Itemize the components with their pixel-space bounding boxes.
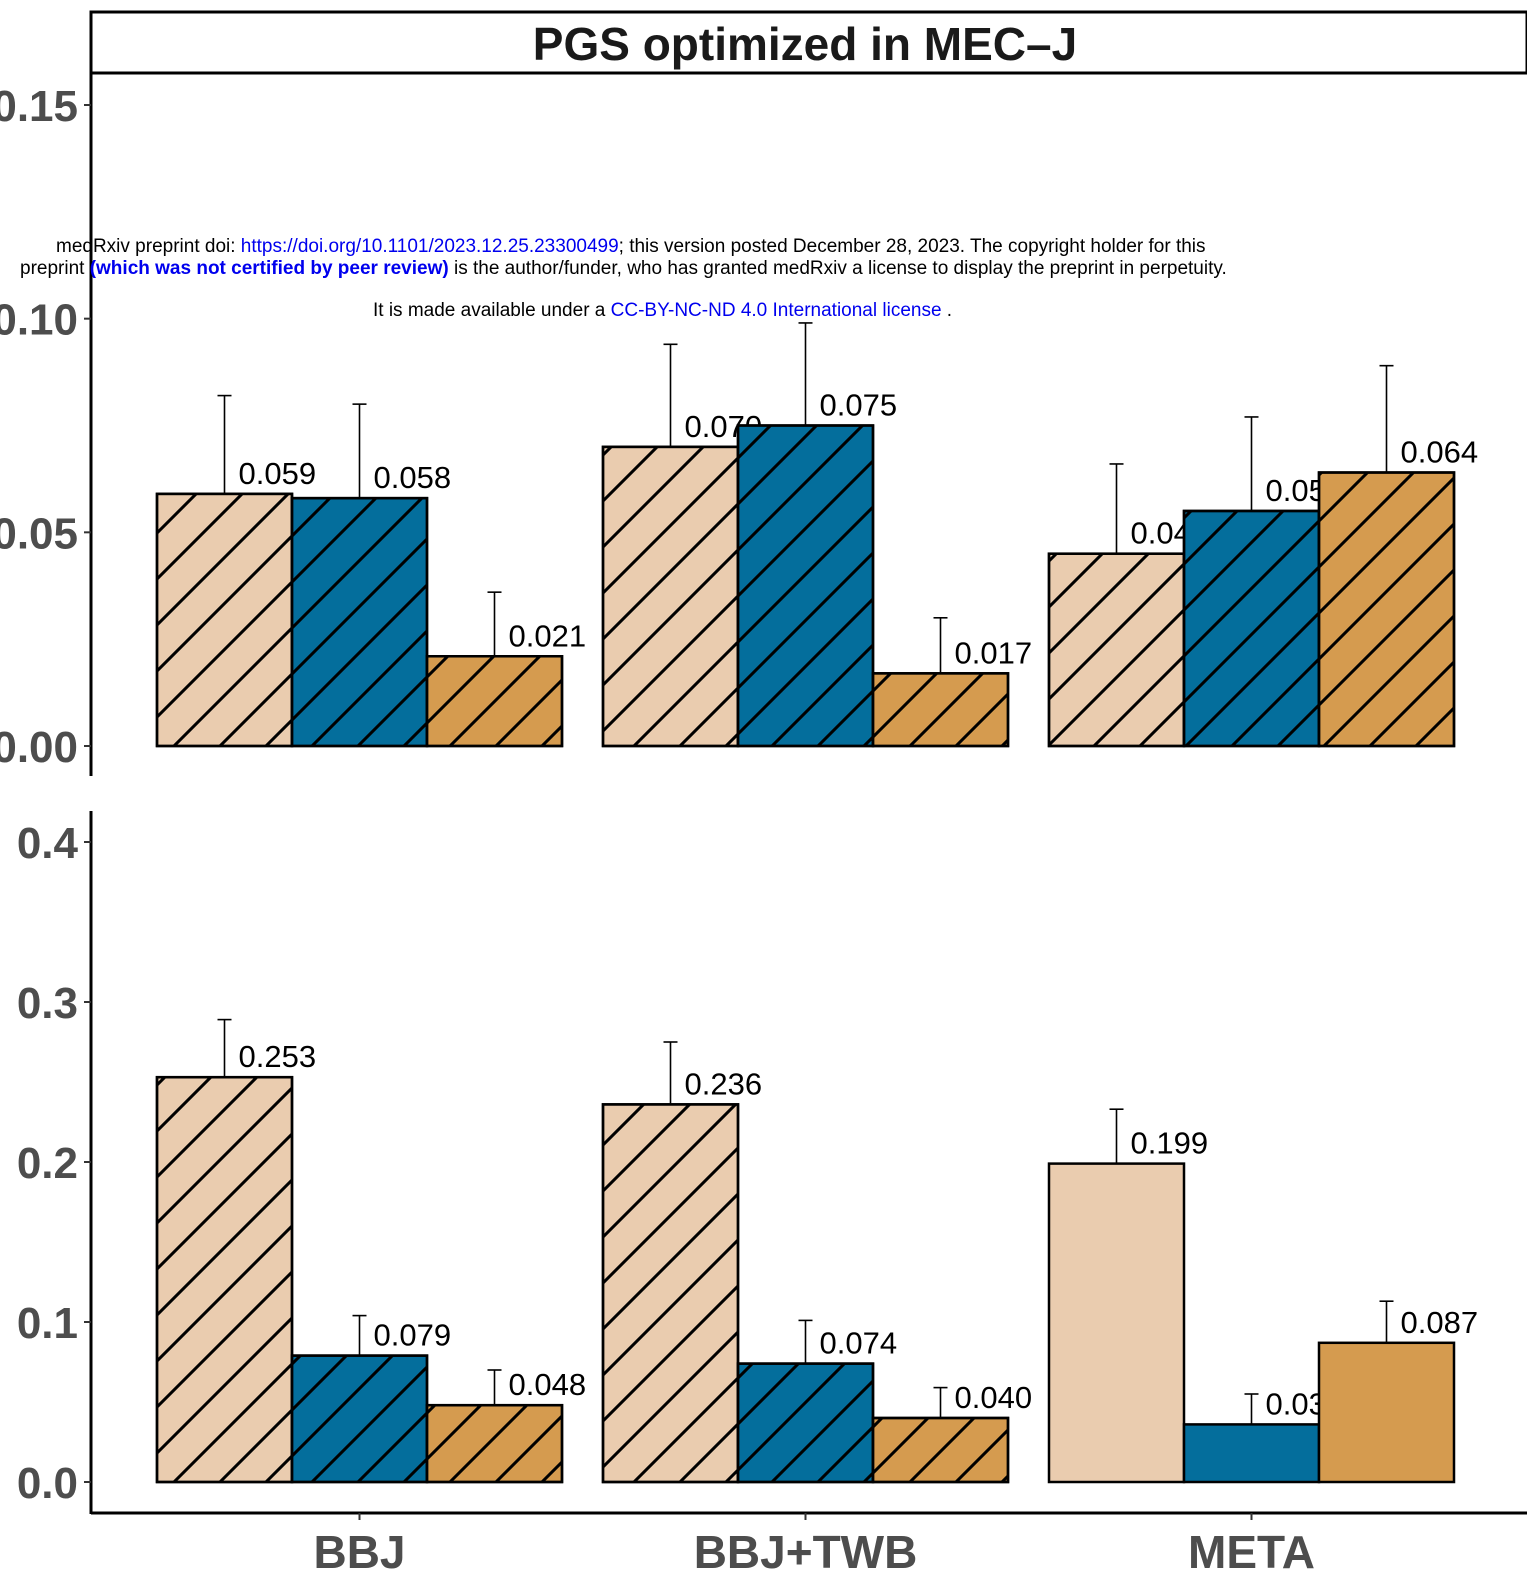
- top-bar-hatch: [1317, 471, 1456, 748]
- bottom-data-label: 0.040: [955, 1380, 1033, 1415]
- bottom-data-label: 0.048: [509, 1367, 587, 1402]
- top-y-tick-label: 0.00: [0, 723, 78, 772]
- bottom-data-label: 0.199: [1131, 1126, 1209, 1161]
- bottom-y-tick-label: 0.2: [17, 1139, 78, 1188]
- bottom-bar-hatch: [290, 1354, 429, 1484]
- watermark-line-3: It is made available under a CC-BY-NC-ND…: [373, 300, 952, 322]
- bottom-error-bar: [217, 1018, 232, 1078]
- top-data-label: 0.017: [955, 635, 1033, 670]
- top-error-bar: [933, 616, 948, 675]
- watermark-suffix-2: is the author/funder, who has granted me…: [448, 258, 1227, 279]
- bottom-error-bar: [1244, 1393, 1259, 1426]
- bottom-error-bar: [663, 1041, 678, 1106]
- top-y-tick-label: 0.15: [0, 82, 78, 131]
- bottom-data-label: 0.074: [820, 1326, 898, 1361]
- bottom-bar-hatch: [155, 1075, 294, 1484]
- bottom-panel: 0.0 0.1 0.2 0.3 0.4 0.253 0.236 0.199 0.079 0.074…: [17, 819, 1478, 1508]
- bottom-bar-hatch: [601, 1103, 740, 1484]
- bottom-error-bar: [487, 1369, 502, 1406]
- top-bar-hatch: [1047, 552, 1186, 748]
- top-error-bar: [487, 591, 502, 658]
- top-bar-hatch: [1182, 509, 1321, 748]
- top-bar-hatch: [736, 424, 875, 748]
- watermark-prefix-3: It is made available under a: [373, 300, 611, 321]
- bottom-bar-hatch: [425, 1403, 564, 1484]
- top-error-bar: [352, 403, 367, 499]
- top-y-tick-label: 0.05: [0, 509, 78, 558]
- facet-strip-title: PGS optimized in MEC–J: [533, 18, 1077, 70]
- bottom-bar-hatch: [871, 1416, 1010, 1484]
- top-bar-hatch: [425, 655, 564, 748]
- top-bar-hatch: [290, 496, 429, 748]
- top-data-label: 0.059: [239, 456, 317, 491]
- top-error-bar: [1109, 463, 1124, 555]
- bottom-error-bar: [798, 1319, 813, 1365]
- watermark-prefix-1: medRxiv preprint doi:: [56, 236, 241, 257]
- bottom-y-tick-label: 0.0: [17, 1459, 78, 1508]
- bottom-error-bar: [933, 1386, 948, 1419]
- bottom-bar-meta-s1: [1047, 1162, 1186, 1484]
- x-tick-label: META: [1188, 1526, 1315, 1578]
- top-error-bar: [1379, 364, 1394, 474]
- top-y-tick-label: 0.10: [0, 296, 78, 345]
- bottom-error-bar: [352, 1314, 367, 1357]
- x-tick-label: BBJ: [313, 1526, 405, 1578]
- top-error-bar: [1244, 416, 1259, 512]
- top-bar-hatch: [871, 672, 1010, 748]
- top-bar-hatch: [601, 445, 740, 748]
- top-data-label: 0.021: [509, 618, 587, 653]
- bottom-y-tick-label: 0.1: [17, 1299, 78, 1348]
- top-data-label: 0.058: [374, 460, 452, 495]
- x-axis-ticks: BBJ BBJ+TWB META: [313, 1513, 1315, 1578]
- bottom-data-label: 0.253: [239, 1039, 317, 1074]
- bottom-data-label: 0.236: [685, 1066, 763, 1101]
- watermark-suffix-3: .: [941, 300, 953, 321]
- watermark-line-2: preprint (which was not certified by pee…: [20, 258, 1227, 280]
- watermark-suffix-1: ; this version posted December 28, 2023.…: [618, 236, 1206, 257]
- top-data-label: 0.064: [1401, 435, 1479, 470]
- facet-strip: [89, 10, 1527, 75]
- top-bar-hatch: [155, 492, 294, 748]
- top-data-label: 0.075: [820, 388, 898, 423]
- bottom-bar-hatch: [736, 1362, 875, 1484]
- top-error-bar: [798, 322, 813, 427]
- bottom-data-label: 0.087: [1401, 1305, 1479, 1340]
- bottom-bar-meta-s2: [1182, 1423, 1321, 1484]
- watermark-line-1: medRxiv preprint doi: https://doi.org/10…: [56, 236, 1206, 258]
- top-error-bar: [217, 394, 232, 495]
- top-error-bar: [663, 343, 678, 448]
- top-panel: 0.000.050.100.150.0590.0700.0450.0580.07…: [0, 82, 1478, 772]
- bottom-y-tick-label: 0.3: [17, 979, 78, 1028]
- doi-link[interactable]: https://doi.org/10.1101/2023.12.25.23300…: [240, 236, 619, 257]
- license-link[interactable]: CC-BY-NC-ND 4.0 International license: [610, 300, 942, 321]
- peer-review-note: (which was not certified by peer review): [89, 258, 449, 279]
- watermark-prefix-2: preprint: [20, 258, 90, 279]
- x-tick-label: BBJ+TWB: [694, 1526, 918, 1578]
- bottom-data-label: 0.079: [374, 1318, 452, 1353]
- bottom-error-bar: [1109, 1108, 1124, 1165]
- bottom-error-bar: [1379, 1300, 1394, 1344]
- bottom-y-tick-label: 0.4: [17, 819, 79, 868]
- bottom-bar-meta-s3: [1317, 1341, 1456, 1484]
